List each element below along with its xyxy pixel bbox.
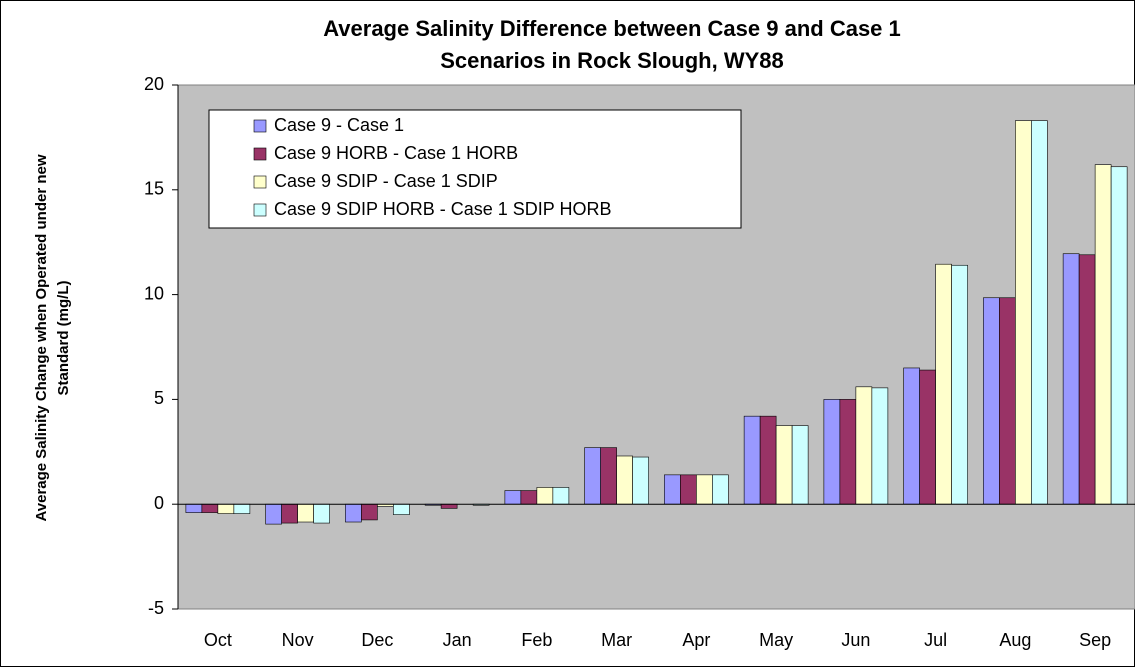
bar bbox=[265, 503, 282, 525]
bar bbox=[759, 415, 777, 505]
chart-title: Scenarios in Rock Slough, WY88 bbox=[440, 48, 784, 73]
bar bbox=[345, 503, 362, 523]
legend-swatch bbox=[253, 147, 267, 161]
bar bbox=[1031, 120, 1048, 505]
bar bbox=[712, 474, 729, 505]
bar bbox=[1094, 164, 1112, 505]
x-tick-label: Aug bbox=[999, 630, 1031, 650]
bar bbox=[440, 503, 458, 509]
bar bbox=[201, 503, 219, 513]
bar bbox=[999, 297, 1016, 505]
bar bbox=[361, 503, 378, 521]
bar bbox=[233, 503, 251, 514]
bar bbox=[313, 503, 330, 524]
bar bbox=[983, 297, 1000, 505]
legend-label: Case 9 HORB - Case 1 HORB bbox=[274, 143, 518, 163]
bar bbox=[855, 386, 873, 505]
bar bbox=[584, 447, 601, 505]
legend-label: Case 9 SDIP - Case 1 SDIP bbox=[274, 171, 498, 191]
y-tick-label: 5 bbox=[154, 388, 164, 408]
x-tick-label: May bbox=[759, 630, 793, 650]
x-tick-label: Feb bbox=[521, 630, 552, 650]
y-tick-label: 10 bbox=[144, 283, 164, 303]
y-tick-label: 0 bbox=[154, 493, 164, 513]
bar bbox=[903, 367, 920, 505]
bar bbox=[1062, 253, 1080, 505]
bar bbox=[217, 503, 235, 514]
bar bbox=[393, 503, 410, 515]
bar bbox=[281, 503, 298, 524]
bar bbox=[552, 487, 570, 505]
bar bbox=[839, 399, 857, 505]
x-tick-label: Jan bbox=[443, 630, 472, 650]
x-tick-label: Jul bbox=[924, 630, 947, 650]
bar bbox=[791, 425, 809, 505]
bar bbox=[504, 490, 522, 505]
legend-label: Case 9 SDIP HORB - Case 1 SDIP HORB bbox=[274, 199, 611, 219]
legend bbox=[208, 109, 742, 229]
y-axis-label: Standard (mg/L) bbox=[55, 280, 72, 395]
bar bbox=[664, 474, 681, 505]
bar bbox=[632, 456, 649, 505]
x-tick-label: Dec bbox=[361, 630, 393, 650]
legend-swatch bbox=[253, 203, 267, 217]
bar bbox=[951, 264, 968, 505]
bar bbox=[616, 455, 633, 505]
x-tick-label: Apr bbox=[682, 630, 710, 650]
x-tick-label: Sep bbox=[1079, 630, 1111, 650]
bar bbox=[297, 503, 314, 523]
bar bbox=[536, 487, 554, 505]
legend-label: Case 9 - Case 1 bbox=[274, 115, 404, 135]
bar bbox=[1110, 166, 1128, 505]
x-tick-label: Mar bbox=[601, 630, 632, 650]
bar bbox=[919, 369, 936, 505]
bar bbox=[520, 490, 538, 505]
y-tick-label: 15 bbox=[144, 179, 164, 199]
bar bbox=[696, 474, 713, 505]
bar bbox=[680, 474, 697, 505]
y-axis-label: Average Salinity Change when Operated un… bbox=[33, 154, 50, 521]
x-tick-label: Oct bbox=[204, 630, 232, 650]
chart-title: Average Salinity Difference between Case… bbox=[323, 16, 901, 41]
bar bbox=[823, 399, 841, 505]
bar bbox=[1078, 254, 1096, 505]
bar bbox=[871, 387, 889, 505]
x-tick-label: Jun bbox=[841, 630, 870, 650]
y-tick-label: -5 bbox=[148, 598, 164, 618]
bar bbox=[1015, 120, 1032, 505]
x-tick-label: Nov bbox=[282, 630, 314, 650]
y-tick-label: 20 bbox=[144, 74, 164, 94]
bar bbox=[743, 415, 761, 505]
bar bbox=[600, 447, 617, 505]
bar bbox=[185, 503, 203, 513]
bar bbox=[935, 263, 952, 505]
legend-swatch bbox=[253, 119, 267, 133]
legend-swatch bbox=[253, 175, 267, 189]
bar bbox=[775, 425, 793, 505]
